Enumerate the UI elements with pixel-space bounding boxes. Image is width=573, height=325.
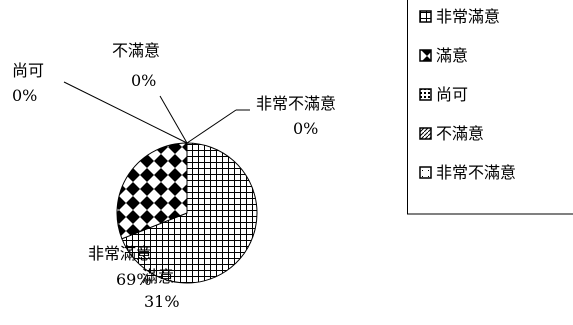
legend-swatch-category-2 xyxy=(420,89,431,100)
legend-swatch-category-1 xyxy=(420,50,431,61)
data-label-percent-category-1: 31% xyxy=(144,292,180,311)
data-label-name-category-4: 非常不滿意 xyxy=(256,94,336,113)
data-label-percent-category-4: 0% xyxy=(293,119,318,138)
legend-swatch-category-0 xyxy=(420,11,431,22)
legend-label-category-1: 滿意 xyxy=(436,46,468,65)
data-label-name-category-1: 滿意 xyxy=(142,267,174,286)
data-label-percent-category-2: 0% xyxy=(12,86,37,105)
data-label-name-category-0: 非常滿意 xyxy=(88,244,152,263)
leader-lines xyxy=(64,82,250,143)
legend-label-category-0: 非常滿意 xyxy=(436,7,500,26)
legend-swatch-category-4 xyxy=(420,167,431,178)
legend-label-category-4: 非常不滿意 xyxy=(436,163,516,182)
leader-line-category-2 xyxy=(64,82,187,143)
data-label-name-category-3: 不滿意 xyxy=(112,41,160,60)
legend-swatch-category-3 xyxy=(420,128,431,139)
legend-label-category-3: 不滿意 xyxy=(436,124,484,143)
legend-label-category-2: 尚可 xyxy=(436,85,468,104)
data-label-name-category-2: 尚可 xyxy=(12,61,44,80)
data-label-percent-category-3: 0% xyxy=(131,71,156,90)
leader-line-category-4 xyxy=(187,110,236,143)
